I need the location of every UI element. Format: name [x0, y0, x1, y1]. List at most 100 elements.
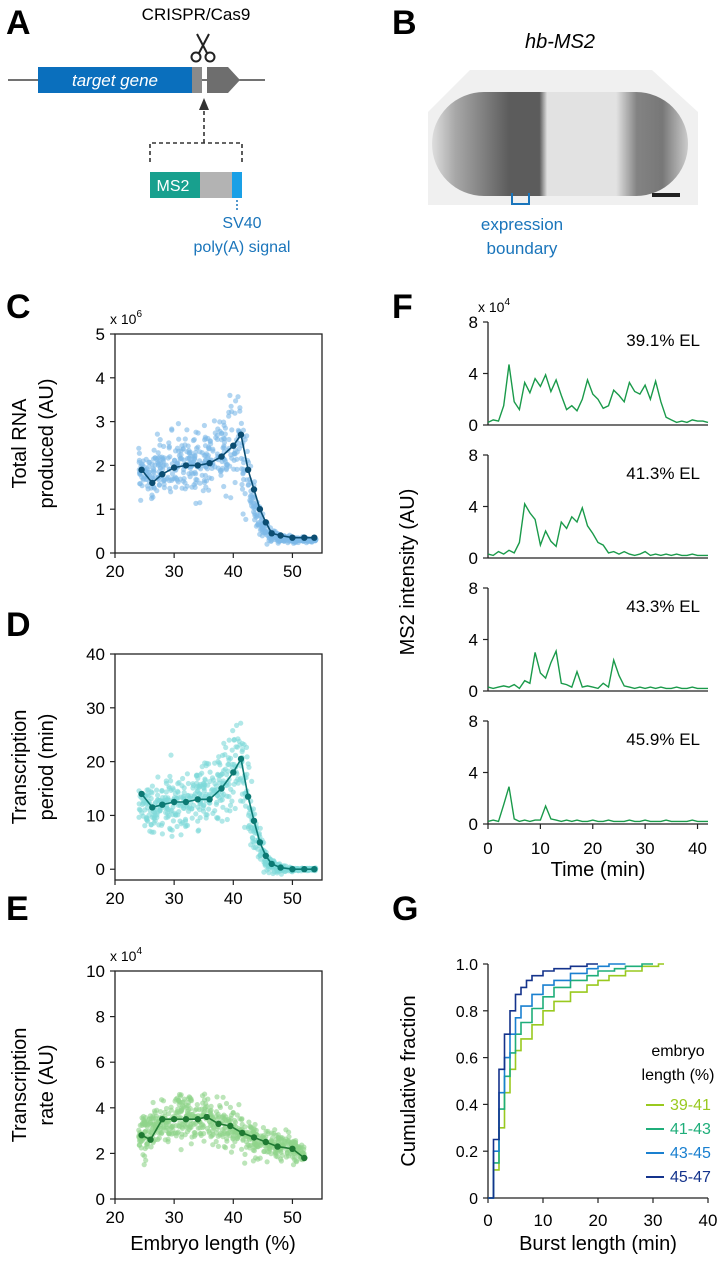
y-tick-label: 4 [469, 764, 478, 783]
data-point [169, 1131, 175, 1137]
axis-exponent: x 104 [110, 946, 142, 964]
data-point [187, 1106, 193, 1112]
data-point [136, 457, 142, 463]
data-point [166, 445, 172, 451]
data-point [225, 762, 231, 768]
data-point [224, 1138, 230, 1144]
data-point [192, 454, 198, 460]
y-tick-label: 8 [469, 313, 478, 332]
data-point [252, 1121, 258, 1128]
data-point [186, 448, 192, 454]
y-axis-label-line: Transcription [9, 1028, 31, 1143]
data-point [234, 1112, 240, 1118]
data-point [166, 812, 172, 819]
data-point [213, 435, 219, 441]
data-point [206, 475, 212, 481]
data-point [248, 828, 254, 834]
data-point [175, 1097, 182, 1103]
data-point [175, 421, 181, 427]
data-point [136, 814, 142, 820]
g-x-axis-label: Burst length (min) [519, 1233, 677, 1255]
data-point [197, 791, 203, 797]
data-point [146, 812, 152, 818]
data-point [149, 461, 155, 467]
cdf-step-line [488, 963, 598, 1199]
data-point [211, 788, 217, 794]
mean-point [250, 817, 258, 824]
mean-point [159, 471, 166, 478]
y-tick-label: 4 [96, 1099, 105, 1118]
crispr-label: CRISPR/Cas9 [142, 5, 251, 24]
data-point [201, 422, 207, 429]
mean-point [194, 796, 201, 803]
data-point [287, 1151, 293, 1157]
data-point [237, 1116, 243, 1122]
data-point [202, 434, 208, 440]
y-axis-label-line: period (min) [36, 714, 58, 821]
y-tick-label: 4 [96, 369, 105, 388]
data-point [258, 856, 264, 862]
mean-point [170, 1116, 178, 1123]
data-point [232, 805, 238, 812]
data-point [216, 777, 222, 783]
data-point [238, 798, 244, 804]
plot-frame [114, 333, 323, 554]
data-point [175, 781, 181, 787]
data-point [166, 440, 172, 446]
data-point [229, 747, 235, 753]
data-point [220, 804, 226, 810]
data-point [208, 441, 214, 447]
data-point [237, 408, 243, 414]
data-point [210, 810, 216, 817]
data-point [238, 420, 244, 426]
embryo-length-xlabel: Embryo length (%) [130, 1233, 296, 1255]
data-point [209, 465, 215, 471]
data-point [253, 514, 259, 520]
data-point [182, 486, 188, 492]
data-point [207, 769, 213, 775]
data-point [151, 467, 157, 473]
data-point [231, 466, 237, 472]
mean-point [237, 755, 245, 763]
y-tick-label: 0.2 [456, 1144, 478, 1161]
data-point [294, 1159, 300, 1165]
data-point [183, 822, 189, 829]
data-point [189, 484, 195, 490]
data-point [258, 526, 264, 532]
data-point [175, 788, 181, 794]
data-point [139, 483, 145, 489]
data-point [220, 778, 226, 784]
mean-point [170, 464, 178, 471]
x-tick-label: 30 [636, 839, 655, 858]
y-tick-label: 20 [86, 753, 105, 772]
data-point [219, 467, 225, 473]
data-point [176, 1123, 182, 1129]
mean-point [268, 530, 275, 537]
y-tick-label: 2 [96, 456, 105, 475]
data-point [232, 479, 238, 486]
data-point [163, 789, 169, 795]
mean-point [250, 1134, 258, 1141]
data-point [278, 871, 284, 877]
data-point [250, 492, 256, 498]
data-point [163, 1124, 169, 1130]
polya-label-line1: SV40 [222, 215, 261, 232]
data-point [229, 427, 235, 433]
data-point [189, 459, 195, 465]
data-point [149, 495, 155, 502]
data-point [229, 764, 235, 771]
data-point [240, 778, 246, 784]
data-point [136, 801, 142, 807]
panel-letter-b: B [392, 4, 417, 42]
data-point [154, 488, 160, 494]
data-point [174, 1108, 181, 1114]
data-point [148, 821, 154, 828]
x-tick-label: 40 [224, 1208, 243, 1227]
mean-point [170, 798, 178, 806]
data-point [136, 1142, 142, 1148]
data-point [191, 802, 197, 808]
data-point [170, 818, 176, 824]
data-point [149, 790, 155, 796]
x-tick-label: 40 [688, 839, 707, 858]
data-point [219, 771, 225, 777]
